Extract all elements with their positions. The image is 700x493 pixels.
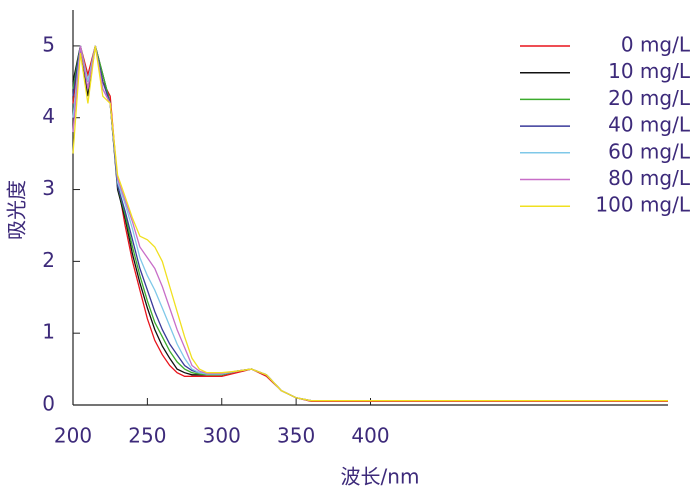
series-line [72, 45, 668, 402]
x-tick-label: 300 [203, 424, 241, 448]
series-line [72, 45, 668, 402]
x-tick-label: 200 [54, 424, 92, 448]
series-line [72, 45, 668, 402]
series-line [72, 45, 668, 403]
x-tick-label: 250 [128, 424, 166, 448]
series-line [72, 45, 668, 402]
x-tick-label: 350 [277, 424, 315, 448]
legend-label: 10 mg/L [608, 59, 691, 83]
y-tick-label: 4 [42, 104, 55, 128]
y-tick-label: 0 [42, 392, 55, 416]
legend-label: 20 mg/L [608, 86, 691, 110]
series-line [72, 45, 668, 402]
legend-label: 40 mg/L [608, 113, 691, 137]
y-tick-label: 2 [42, 248, 55, 272]
series-line [72, 45, 668, 402]
x-axis-label: 波长/nm [341, 465, 420, 489]
legend-label: 0 mg/L [621, 33, 691, 57]
legend-label: 60 mg/L [608, 139, 691, 163]
y-tick-label: 3 [42, 176, 55, 200]
legend-label: 80 mg/L [608, 166, 691, 190]
x-tick-label: 400 [351, 424, 389, 448]
legend-label: 100 mg/L [595, 193, 690, 217]
y-tick-label: 1 [42, 320, 55, 344]
y-tick-label: 5 [42, 32, 55, 56]
y-axis-label: 吸光度 [5, 180, 29, 240]
